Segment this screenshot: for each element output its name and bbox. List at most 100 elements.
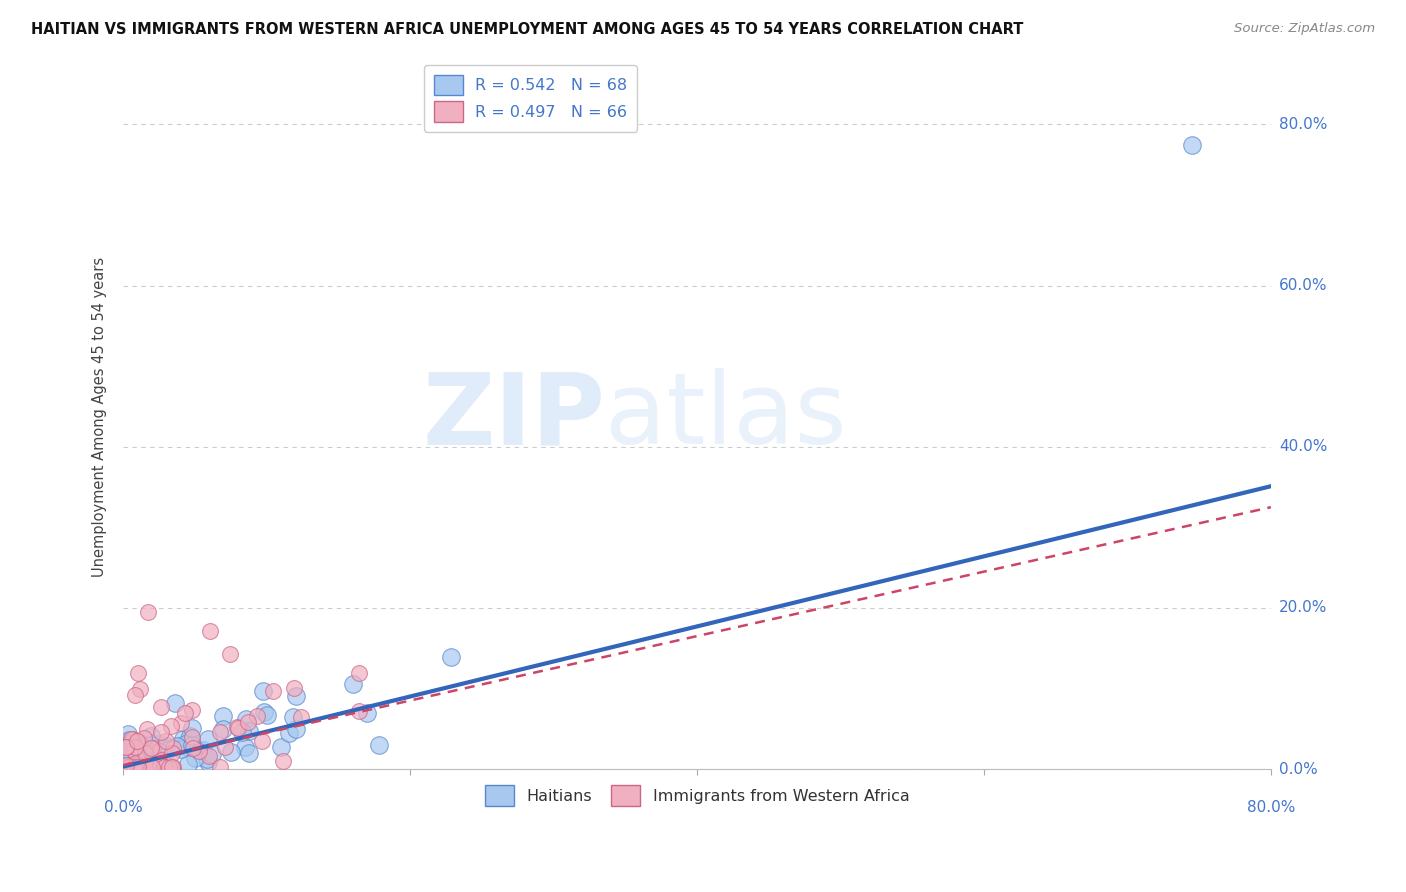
Point <box>181 730 204 744</box>
Point <box>124 739 146 754</box>
Point <box>135 722 157 736</box>
Point <box>115 760 138 774</box>
Point <box>141 744 163 758</box>
Point <box>117 727 139 741</box>
Point <box>155 760 177 774</box>
Point <box>231 725 253 739</box>
Point <box>117 739 139 753</box>
Point <box>252 734 274 748</box>
Point <box>160 719 183 733</box>
Point <box>252 683 274 698</box>
Point <box>129 755 152 769</box>
Point <box>127 666 149 681</box>
Point <box>180 738 202 752</box>
Point <box>152 744 174 758</box>
Point <box>148 737 170 751</box>
Point <box>138 751 160 765</box>
Point <box>197 731 219 746</box>
Point <box>125 756 148 770</box>
Point <box>139 729 162 743</box>
Point <box>115 739 138 754</box>
Point <box>284 722 307 736</box>
Text: ZIP: ZIP <box>422 368 606 465</box>
Point <box>197 755 219 769</box>
Point <box>174 738 197 752</box>
Point <box>440 649 463 664</box>
Text: 40.0%: 40.0% <box>1279 439 1327 454</box>
Point <box>162 746 184 760</box>
Point <box>179 729 201 743</box>
Point <box>118 760 141 774</box>
Point <box>148 744 170 758</box>
Point <box>160 760 183 774</box>
Point <box>149 757 172 772</box>
Text: 20.0%: 20.0% <box>1279 600 1327 615</box>
Point <box>124 688 146 702</box>
Point <box>155 734 177 748</box>
Point <box>212 709 235 723</box>
Point <box>115 739 138 754</box>
Point <box>125 758 148 772</box>
Point <box>256 708 278 723</box>
Point <box>124 750 146 764</box>
Point <box>219 745 242 759</box>
Point <box>170 741 193 756</box>
Point <box>356 706 378 721</box>
Point <box>117 760 139 774</box>
Point <box>136 606 159 620</box>
Point <box>118 733 141 747</box>
Point <box>169 716 191 731</box>
Point <box>120 732 142 747</box>
Point <box>162 740 184 755</box>
Point <box>180 721 202 735</box>
Point <box>172 732 194 747</box>
Point <box>117 736 139 750</box>
Point <box>127 734 149 748</box>
Point <box>115 736 138 750</box>
Point <box>127 734 149 748</box>
Point <box>166 739 188 753</box>
Point <box>157 760 180 774</box>
Point <box>120 760 142 774</box>
Point <box>125 749 148 764</box>
Point <box>1181 137 1204 152</box>
Point <box>181 740 204 755</box>
Point <box>253 705 276 719</box>
Point <box>176 739 198 754</box>
Point <box>165 696 187 710</box>
Point <box>212 722 235 736</box>
Text: atlas: atlas <box>606 368 846 465</box>
Text: HAITIAN VS IMMIGRANTS FROM WESTERN AFRICA UNEMPLOYMENT AMONG AGES 45 TO 54 YEARS: HAITIAN VS IMMIGRANTS FROM WESTERN AFRIC… <box>31 22 1024 37</box>
Point <box>134 746 156 760</box>
Text: 80.0%: 80.0% <box>1247 799 1295 814</box>
Point <box>277 726 299 740</box>
Point <box>283 681 305 696</box>
Legend: Haitians, Immigrants from Western Africa: Haitians, Immigrants from Western Africa <box>477 778 917 814</box>
Point <box>184 751 207 765</box>
Point <box>125 749 148 764</box>
Text: Source: ZipAtlas.com: Source: ZipAtlas.com <box>1234 22 1375 36</box>
Text: 80.0%: 80.0% <box>1279 117 1327 132</box>
Point <box>180 732 202 747</box>
Point <box>122 758 145 772</box>
Point <box>174 706 197 721</box>
Point <box>159 760 181 774</box>
Point <box>342 677 364 691</box>
Point <box>142 740 165 755</box>
Point <box>129 739 152 753</box>
Point <box>115 746 138 760</box>
Point <box>180 703 202 717</box>
Point <box>188 743 211 757</box>
Point <box>118 744 141 758</box>
Point <box>122 731 145 746</box>
Point <box>177 756 200 771</box>
Point <box>367 738 389 752</box>
Point <box>349 704 371 718</box>
Point <box>214 740 236 755</box>
Point <box>124 760 146 774</box>
Point <box>238 723 260 738</box>
Point <box>233 739 256 754</box>
Point <box>219 647 242 661</box>
Y-axis label: Unemployment Among Ages 45 to 54 years: Unemployment Among Ages 45 to 54 years <box>93 257 107 576</box>
Text: 0.0%: 0.0% <box>104 799 142 814</box>
